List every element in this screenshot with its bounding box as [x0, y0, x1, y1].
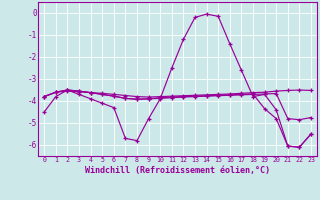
X-axis label: Windchill (Refroidissement éolien,°C): Windchill (Refroidissement éolien,°C): [85, 166, 270, 175]
